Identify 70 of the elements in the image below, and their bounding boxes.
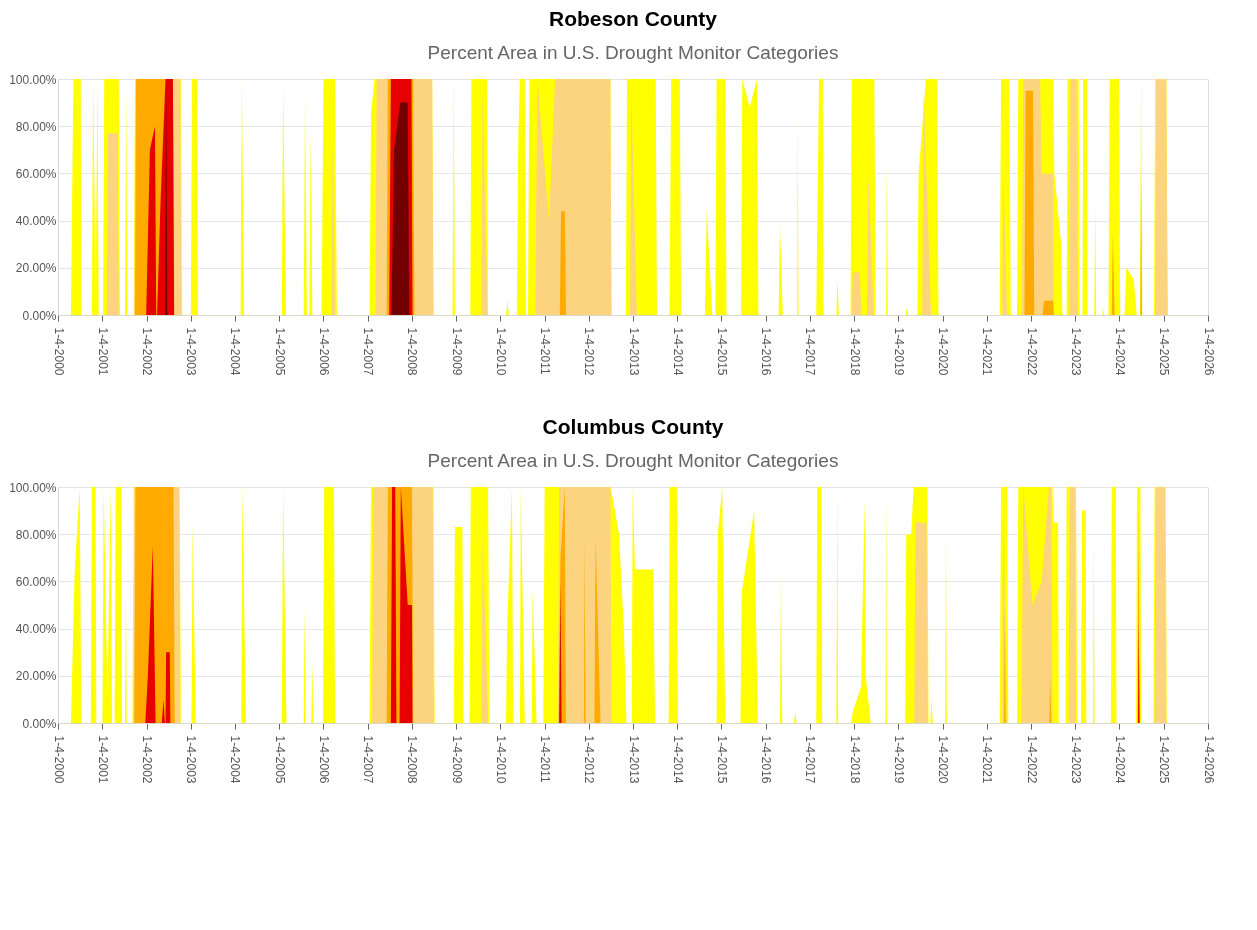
x-tick-label: 1-4-2016 <box>759 735 774 784</box>
y-tick-label: 40.00% <box>15 214 57 229</box>
x-tick-label: 1-4-2011 <box>538 327 553 375</box>
x-tick-label: 1-4-2003 <box>184 735 199 784</box>
y-tick-label: 0.00% <box>22 716 57 731</box>
chart-subtitle: Percent Area in U.S. Drought Monitor Categories <box>427 42 839 63</box>
x-tick-label: 1-4-2014 <box>670 735 685 784</box>
x-tick-label: 1-4-2012 <box>582 735 597 784</box>
chart-subtitle: Percent Area in U.S. Drought Monitor Categories <box>427 450 839 471</box>
x-tick-label: 1-4-2002 <box>140 327 155 376</box>
x-tick-label: 1-4-2013 <box>626 327 641 376</box>
x-tick-label: 1-4-2017 <box>803 735 818 784</box>
x-tick-label: 1-4-2000 <box>51 327 66 376</box>
x-tick-label: 1-4-2004 <box>228 735 243 784</box>
x-tick-label: 1-4-2011 <box>538 735 553 783</box>
x-tick-label: 1-4-2022 <box>1024 327 1039 376</box>
x-tick-label: 1-4-2010 <box>493 327 508 376</box>
y-tick-label: 60.00% <box>15 574 57 589</box>
x-tick-label: 1-4-2021 <box>980 327 995 376</box>
y-tick-label: 60.00% <box>15 166 57 181</box>
x-tick-label: 1-4-2015 <box>714 327 729 376</box>
x-tick-label: 1-4-2026 <box>1201 327 1216 376</box>
y-tick-label: 0.00% <box>22 308 57 323</box>
x-tick-label: 1-4-2018 <box>847 735 862 784</box>
x-tick-label: 1-4-2001 <box>95 327 110 376</box>
x-tick-label: 1-4-2007 <box>361 327 376 376</box>
x-tick-label: 1-4-2005 <box>272 327 287 376</box>
x-tick-label: 1-4-2000 <box>51 735 66 784</box>
x-tick-label: 1-4-2002 <box>140 735 155 784</box>
y-tick-label: 100.00% <box>9 72 57 87</box>
y-tick-label: 20.00% <box>15 669 57 684</box>
x-tick-label: 1-4-2006 <box>316 327 331 376</box>
x-tick-label: 1-4-2009 <box>449 327 464 376</box>
x-tick-label: 1-4-2024 <box>1112 735 1127 784</box>
x-tick-label: 1-4-2023 <box>1068 735 1083 784</box>
x-tick-label: 1-4-2019 <box>891 327 906 376</box>
x-tick-label: 1-4-2015 <box>714 735 729 784</box>
y-tick-label: 20.00% <box>15 261 57 276</box>
x-tick-label: 1-4-2021 <box>980 735 995 784</box>
x-tick-label: 1-4-2023 <box>1068 327 1083 376</box>
x-tick-label: 1-4-2025 <box>1157 735 1172 784</box>
x-tick-label: 1-4-2018 <box>847 327 862 376</box>
x-tick-label: 1-4-2013 <box>626 735 641 784</box>
x-tick-label: 1-4-2016 <box>759 327 774 376</box>
x-tick-label: 1-4-2020 <box>936 735 951 784</box>
x-tick-label: 1-4-2003 <box>184 327 199 376</box>
x-tick-label: 1-4-2025 <box>1157 327 1172 376</box>
x-tick-label: 1-4-2014 <box>670 327 685 376</box>
y-tick-label: 80.00% <box>15 119 57 134</box>
x-tick-label: 1-4-2012 <box>582 327 597 376</box>
x-tick-label: 1-4-2019 <box>891 735 906 784</box>
x-tick-label: 1-4-2006 <box>316 735 331 784</box>
chart-title: Columbus County <box>542 415 724 438</box>
x-tick-label: 1-4-2007 <box>361 735 376 784</box>
x-tick-label: 1-4-2022 <box>1024 735 1039 784</box>
x-tick-label: 1-4-2020 <box>936 327 951 376</box>
y-tick-label: 80.00% <box>15 527 57 542</box>
x-tick-label: 1-4-2001 <box>95 735 110 784</box>
y-tick-label: 100.00% <box>9 480 57 495</box>
x-tick-label: 1-4-2008 <box>405 327 420 376</box>
x-tick-label: 1-4-2005 <box>272 735 287 784</box>
x-tick-label: 1-4-2024 <box>1112 327 1127 376</box>
x-tick-label: 1-4-2010 <box>493 735 508 784</box>
x-tick-label: 1-4-2009 <box>449 735 464 784</box>
x-tick-label: 1-4-2017 <box>803 327 818 376</box>
x-tick-label: 1-4-2008 <box>405 735 420 784</box>
y-tick-label: 40.00% <box>15 622 57 637</box>
chart-title: Robeson County <box>549 7 718 30</box>
x-tick-label: 1-4-2004 <box>228 327 243 376</box>
x-tick-label: 1-4-2026 <box>1201 735 1216 784</box>
